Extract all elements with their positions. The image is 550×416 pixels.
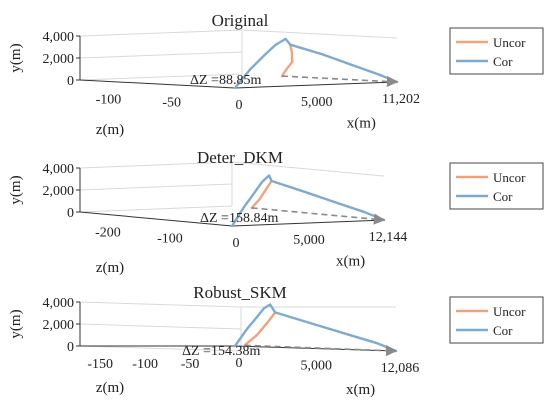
chart-title: Robust_SKM: [193, 283, 287, 302]
y-tick-label: 2,000: [43, 52, 75, 67]
z-tick-label: -50: [162, 96, 181, 111]
y-axis-label: y(m): [8, 175, 24, 204]
z-axis-label: z(m): [96, 260, 124, 276]
grid-line: [79, 301, 242, 308]
x-tick-label: 0: [233, 236, 240, 251]
z-tick-label: -50: [181, 357, 200, 372]
delta-z-annotation: ΔZ =158.84m: [200, 211, 278, 226]
series-line-uncor: [250, 179, 273, 210]
x-axis-line: [234, 81, 398, 89]
delta-z-arrow: [282, 75, 399, 88]
legend-label-uncor: Uncor: [493, 35, 526, 50]
grid-line: [79, 29, 243, 37]
legend-label-cor: Cor: [493, 323, 513, 338]
y-tick-label: 4,000: [43, 30, 75, 45]
grid-line: [79, 161, 233, 169]
y-tick-label: 4,000: [43, 162, 75, 177]
chart-title: Original: [212, 11, 269, 30]
z-tick-label: -100: [96, 92, 122, 107]
grid-line: [79, 205, 233, 213]
x-tick-label: 5,000: [293, 233, 325, 248]
grid-line: [231, 161, 385, 177]
legend: Uncor Cor: [449, 27, 544, 75]
x-tick-label: 5,000: [301, 95, 333, 110]
x-axis-line: [231, 219, 385, 227]
grid-line: [79, 73, 243, 81]
x-axis-label: x(m): [347, 115, 376, 131]
grid-line: [241, 29, 398, 39]
legend: Uncor Cor: [449, 296, 544, 344]
delta-z-annotation: ΔZ =88.85m: [190, 73, 261, 88]
y-axis-label: y(m): [8, 43, 24, 72]
chart-panel-1: Original 4,000 2,000 0 y(m) -50 -100 z(m) 0 5,000…: [8, 11, 544, 138]
series-line-cor: [233, 303, 398, 353]
x-tick-label: 12,086: [381, 361, 420, 376]
x-tick-label: 11,202: [382, 92, 420, 107]
y-tick-label: 4,000: [43, 296, 75, 311]
x-tick-label: 5,000: [301, 358, 333, 373]
z-axis-label: z(m): [96, 122, 124, 138]
series-line-uncor: [280, 43, 294, 78]
chart-title: Deter_DKM: [197, 148, 283, 167]
legend: Uncor Cor: [449, 162, 544, 210]
chart-panel-2: Deter_DKM 4,000 2,000 0 y(m) -100 -200 z(m) 0 5,0…: [8, 148, 544, 276]
z-axis-label: z(m): [96, 380, 124, 396]
legend-box: [449, 162, 544, 210]
grid-line: [79, 51, 243, 59]
y-tick-label: 0: [67, 340, 74, 355]
x-axis-label: x(m): [336, 253, 365, 269]
x-tick-label: 0: [236, 98, 243, 113]
z-tick-label: -100: [132, 357, 158, 372]
x-tick-label: 0: [236, 356, 243, 371]
legend-label-cor: Cor: [493, 189, 513, 204]
y-axis-label: y(m): [8, 309, 24, 338]
delta-z-arrow: [251, 207, 386, 225]
delta-z-arrow: [244, 344, 398, 357]
series-line-uncor: [243, 311, 277, 347]
z-tick-label: -150: [87, 357, 113, 372]
chart-panel-3: Robust_SKM 4,000 2,000 0 y(m) -50 -100 -150 z(m)…: [8, 283, 544, 398]
z-axis-line: [79, 79, 236, 89]
grid-line: [79, 183, 233, 191]
y-tick-label: 0: [67, 206, 74, 221]
y-tick-label: 0: [67, 74, 74, 89]
series-line-cor: [233, 37, 399, 90]
x-tick-label: 12,144: [369, 230, 408, 245]
delta-z-annotation: ΔZ =154.38m: [182, 344, 260, 359]
legend-label-cor: Cor: [493, 54, 513, 69]
legend-label-uncor: Uncor: [493, 170, 526, 185]
legend-label-uncor: Uncor: [493, 304, 526, 319]
series-line-cor: [230, 174, 386, 228]
legend-box: [449, 27, 544, 75]
grid-line: [79, 323, 242, 330]
z-tick-label: -200: [95, 226, 121, 241]
grid-line: [79, 345, 242, 352]
legend-box: [449, 296, 544, 344]
z-tick-label: -100: [157, 231, 183, 246]
z-axis-line: [79, 211, 233, 227]
x-axis-label: x(m): [346, 382, 375, 398]
y-tick-label: 2,000: [43, 184, 75, 199]
y-tick-label: 2,000: [43, 318, 75, 333]
